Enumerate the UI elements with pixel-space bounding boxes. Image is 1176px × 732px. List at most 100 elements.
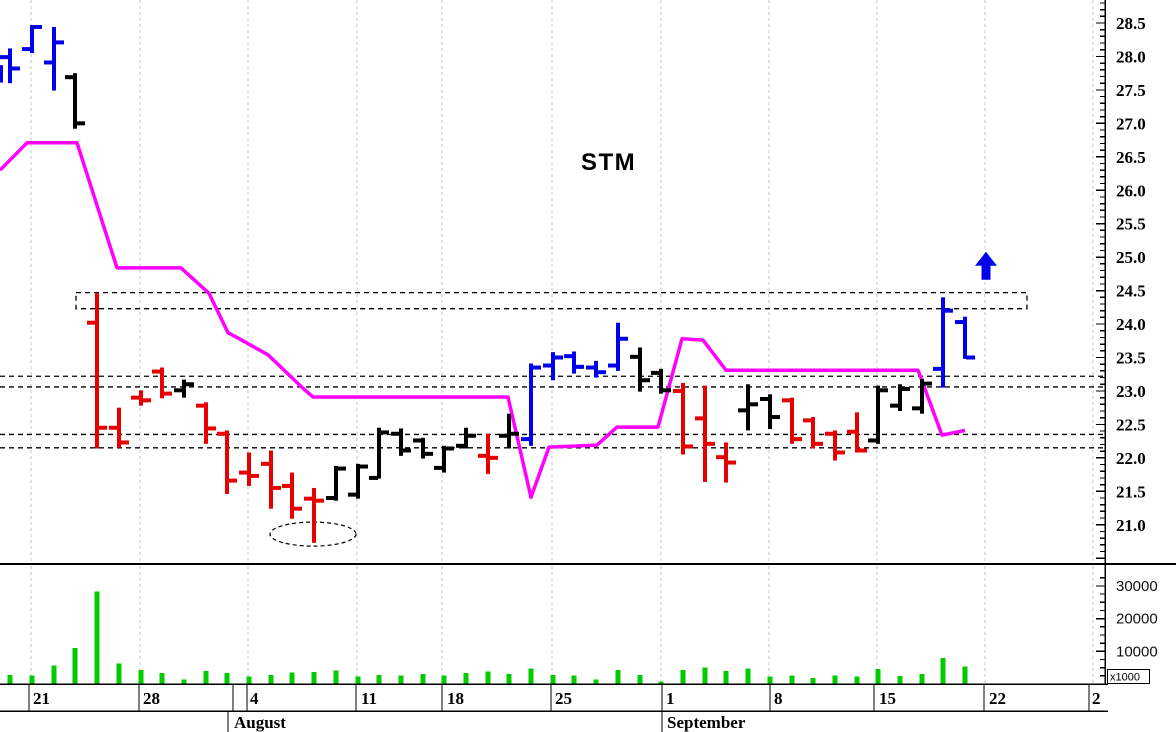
volume-gridlines — [30, 566, 1094, 683]
price-tick-label: 22.0 — [1116, 449, 1146, 468]
volume-bar — [289, 672, 295, 684]
volume-bar — [571, 675, 577, 684]
volume-bar — [789, 675, 795, 684]
ohlc-bar — [586, 360, 606, 378]
volume-bar — [333, 670, 339, 684]
ohlc-bar — [391, 428, 411, 456]
volume-bar — [658, 681, 664, 684]
volume-bar — [398, 675, 404, 684]
volume-bar — [615, 669, 621, 684]
dashed-box — [75, 291, 1028, 310]
up-arrow — [975, 251, 997, 280]
ohlc-bar — [282, 472, 302, 519]
volume-bar — [181, 679, 187, 684]
volume-bar — [767, 676, 773, 684]
ohlc-bar — [131, 390, 151, 406]
ohlc-bar — [630, 347, 650, 392]
chart-title: STM — [581, 149, 636, 176]
price-tick-label: 24.5 — [1116, 282, 1146, 301]
ohlc-bar — [912, 378, 932, 414]
ohlc-bar — [825, 430, 845, 461]
ohlc-bar — [0, 65, 3, 83]
volume-multiplier-label: x1000 — [1110, 672, 1140, 684]
ohlc-bars — [0, 25, 975, 543]
volume-bar — [528, 668, 534, 684]
price-tick-label: 27.0 — [1116, 114, 1146, 133]
price-tick-label: 25.0 — [1116, 248, 1146, 267]
ohlc-bar — [738, 384, 758, 431]
volume-bar — [940, 658, 946, 684]
ohlc-bar — [22, 25, 42, 54]
volume-bar — [832, 675, 838, 684]
ohlc-bar — [261, 450, 281, 509]
price-tick-label: 28.5 — [1116, 14, 1146, 33]
bottom-dashed-ellipse — [269, 521, 357, 547]
ohlc-bar — [608, 322, 628, 371]
volume-bar — [420, 674, 426, 684]
week-label: 1 — [666, 689, 675, 708]
price-tick-label: 25.5 — [1116, 215, 1146, 234]
volume-bar — [224, 673, 230, 684]
ohlc-bar — [782, 397, 802, 444]
ohlc-bar — [44, 27, 64, 91]
volume-bar — [138, 669, 144, 684]
ohlc-bar — [65, 73, 85, 129]
week-label: 28 — [143, 689, 160, 708]
price-tick-label: 21.5 — [1116, 482, 1146, 501]
volume-tick-label: 30000 — [1116, 578, 1158, 595]
ohlc-bar — [217, 430, 237, 494]
week-label: 21 — [33, 689, 50, 708]
volume-bar — [854, 676, 860, 684]
ohlc-bar — [326, 465, 346, 501]
ohlc-bar — [868, 385, 888, 444]
volume-bar — [441, 675, 447, 684]
volume-bar — [485, 671, 491, 684]
volume-bar — [72, 648, 78, 684]
volume-bar — [51, 665, 57, 684]
volume-bar — [463, 673, 469, 684]
volume-bar — [203, 670, 209, 684]
volume-bar — [962, 666, 968, 684]
ohlc-bar — [695, 385, 715, 482]
volume-bar — [94, 591, 100, 684]
ohlc-bar — [543, 352, 563, 381]
volume-bar — [159, 673, 165, 684]
volume-tick-label: 20000 — [1116, 611, 1158, 628]
ohlc-bar — [651, 368, 671, 394]
ohlc-bar — [196, 402, 216, 444]
volume-bars — [7, 591, 968, 684]
month-label: September — [667, 713, 746, 732]
volume-bar — [919, 673, 925, 684]
ohlc-bar — [174, 379, 194, 398]
volume-bar — [897, 675, 903, 684]
volume-bar — [116, 663, 122, 684]
support-resistance-lines — [0, 375, 1105, 449]
ohlc-bar — [803, 417, 823, 449]
volume-bar — [637, 674, 643, 684]
volume-bar — [7, 674, 13, 684]
volume-multiplier-frame — [1107, 669, 1150, 684]
week-label: 22 — [989, 689, 1006, 708]
volume-bar — [810, 678, 816, 684]
price-gridlines — [30, 0, 1094, 561]
price-tick-label: 26.5 — [1116, 148, 1146, 167]
week-label: 15 — [879, 689, 896, 708]
ohlc-bar — [239, 452, 259, 486]
volume-bar — [376, 674, 382, 684]
ohlc-bar — [933, 297, 953, 388]
ohlc-bar — [369, 427, 389, 480]
volume-multiplier-box: x1000 — [1107, 669, 1150, 684]
price-tick-label: 23.0 — [1116, 382, 1146, 401]
week-label: 2 — [1092, 689, 1101, 708]
price-axis: 28.5 28.0 27.5 27.0 26.5 26.0 25.5 25.0 24.5 24.0… — [1096, 2, 1146, 559]
ohlc-bar — [348, 463, 368, 499]
ohlc-bar — [716, 442, 736, 483]
price-tick-label: 26.0 — [1116, 181, 1146, 200]
volume-bar — [593, 679, 599, 684]
week-label: 11 — [361, 689, 377, 708]
ohlc-bar — [521, 363, 541, 446]
ohlc-bar — [413, 437, 433, 459]
